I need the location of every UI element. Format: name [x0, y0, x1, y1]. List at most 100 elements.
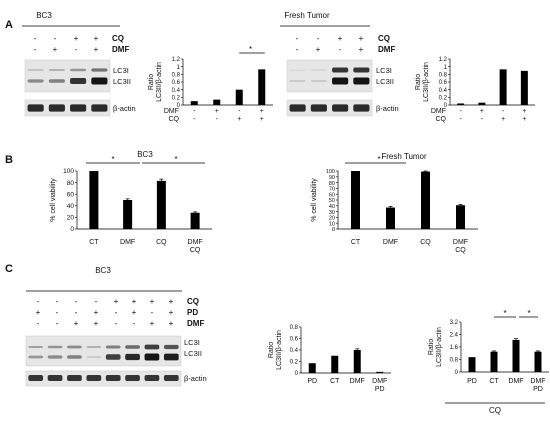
B_left-bar [156, 180, 166, 229]
panel-C-lc3i-label: LC3I [184, 338, 200, 347]
A_left_quant-bar [190, 101, 198, 105]
panel-C-right-significance-star-2: * [527, 309, 530, 318]
B_right-ylabel: % cell viability [311, 178, 318, 222]
B_right-tick-label: 90 [329, 175, 335, 181]
panel-C-sign: - [75, 308, 78, 317]
panel-C-sign: + [169, 319, 174, 328]
panel-C-lc3-blot-band [163, 344, 179, 350]
A_left_quant-tick-label: 0.6 [172, 80, 181, 86]
panel-A-right-actin-blot-band [310, 104, 327, 112]
B_left-bar [190, 212, 200, 229]
C_mid_quant-tick-label: 0.4 [290, 348, 299, 354]
A_right_quant-tick-label: 1 [444, 65, 448, 71]
panel-A-right-lc3-blot-band [332, 67, 349, 73]
panel-A-right-actin-blot [286, 99, 373, 117]
B_right-tick-label: 0 [332, 227, 335, 233]
panel-C-actin-blot-band [105, 375, 121, 381]
C_mid_quant-ylabel: LC3II/β-actin [276, 330, 283, 370]
B_right-bar [386, 207, 395, 229]
panel-C-sign: + [36, 308, 41, 317]
B_right-tick-label: 60 [329, 192, 335, 198]
panel-A-right-sign: + [316, 45, 321, 54]
C_right_quant-bar [512, 339, 520, 372]
panel-A-left-lc3i-label: LC3I [113, 66, 129, 75]
panel-C-sign: + [150, 297, 155, 306]
panel-A-left-lc3-blot-band [27, 79, 44, 83]
A_left_quant-tick-label: 0.2 [172, 96, 181, 102]
B_right-category-label: CQ [420, 239, 431, 246]
B_right-category-label: DMF [383, 239, 398, 246]
A_right_quant-ylabel: LC3II/β-actin [423, 62, 430, 102]
panel-C-sign: + [169, 297, 174, 306]
panel-A-left-lc3-blot [24, 59, 111, 93]
panel-A-left-sign: - [75, 45, 78, 54]
panel-A-left-sign: - [54, 34, 57, 43]
A_right_quant-row-sign: - [502, 108, 505, 115]
panel-C-sign: + [132, 297, 137, 306]
panel-A-right-sign: + [359, 34, 364, 43]
C_mid_quant-bar [308, 363, 316, 373]
B_left-tick-label: 60 [67, 191, 75, 198]
B_right-tick-label: 40 [329, 204, 335, 210]
A_left_quant-tick-label: 0.8 [172, 73, 181, 79]
panel-C-actin-blot-band [67, 375, 82, 381]
panel-A-right-sign: - [296, 45, 299, 54]
panel-C-lc3-blot-band [67, 355, 82, 359]
A_right_quant-tick-label: 0.2 [439, 96, 448, 102]
B_left-category-label: CQ [190, 247, 201, 254]
C_right_quant-tick-label: 3.2 [450, 320, 459, 326]
panel-C-lc3-blot-band [105, 345, 121, 349]
A_right_quant-tick-label: 0 [444, 103, 448, 109]
panel-A-right-lc3-blot-band [289, 69, 306, 71]
B_right-tick-label: 100 [326, 169, 335, 175]
A_right_quant-row-sign: - [459, 116, 462, 123]
panel-C-treatment-label: PD [187, 308, 198, 317]
A_right_quant-tick-label: 1.2 [439, 57, 448, 63]
panel-C-treatment-label: DMF [187, 319, 204, 328]
panel-C-sign: - [115, 308, 118, 317]
C_mid_quant-tick-label: 0.2 [290, 360, 299, 366]
panel-A-left-actin-blot [24, 99, 111, 117]
panel-A-left-sign: - [34, 34, 37, 43]
C_right_quant-category-label: DMF [508, 378, 523, 385]
panel-C-sign: + [114, 297, 119, 306]
C_mid_quant-bar [376, 371, 384, 373]
panel-C-lc3-blot [25, 335, 182, 367]
panel-C-sign: + [150, 319, 155, 328]
A_left_quant-row-label: DMF [164, 108, 179, 115]
panel-A-right-lc3-blot-band [310, 80, 327, 82]
A_left_quant-bar [235, 89, 243, 105]
panel-C-sign: + [74, 319, 79, 328]
panel-C-title: BC3 [95, 266, 111, 275]
A_right_quant-tick-label: 0.6 [439, 80, 448, 86]
B_right-category-label: CT [351, 239, 361, 246]
B_right-tick-label: 80 [329, 181, 335, 187]
panel-C-sign: - [115, 319, 118, 328]
A_left_quant-row-sign: + [215, 108, 219, 115]
C_right_quant-category-label: PD [533, 386, 543, 393]
panel-C-lc3-blot-band [28, 355, 44, 359]
panel-A-right-actin-blot-band [289, 104, 306, 112]
B_right-bar [351, 171, 360, 229]
B_left-tick-label: 0 [70, 226, 74, 233]
C_mid_quant-tick-label: 0.8 [290, 325, 299, 331]
A_right_quant-row-label: DMF [431, 108, 446, 115]
A_left_quant-tick-label: 0.4 [172, 88, 181, 94]
C_right_quant-ylabel: Ratio [428, 339, 435, 355]
C_mid_quant-category-label: PD [307, 378, 317, 385]
panel-C-sign: - [37, 319, 40, 328]
panel-C-lc3-blot-band [86, 356, 102, 358]
panel-A-left-actin-label: β-actin [113, 104, 136, 113]
C_right_quant-tick-label: 0 [455, 370, 459, 376]
panel-B-left-significance-star-2: * [174, 155, 177, 164]
panel-A-right-lc3-blot-band [289, 80, 306, 82]
panel-label-A: A [5, 19, 13, 31]
B_left-tick-label: 40 [67, 203, 75, 210]
panel-C-lc3-blot-band [144, 344, 160, 350]
panel-A-left-sign: + [74, 34, 79, 43]
A_left_quant-row-label: CQ [169, 116, 180, 123]
panel-C-lc3-blot-band [47, 355, 63, 359]
panel-A-left-actin-blot-band [27, 104, 44, 112]
panel-A-right-lc3-blot-band [353, 67, 370, 73]
